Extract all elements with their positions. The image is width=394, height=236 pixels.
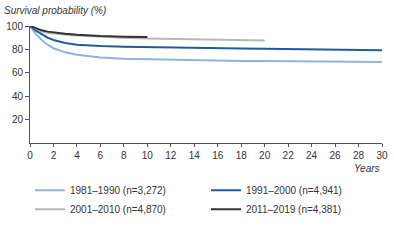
svg-text:1981–1990 (n=3,272): 1981–1990 (n=3,272) xyxy=(70,185,166,196)
svg-text:28: 28 xyxy=(353,150,365,161)
svg-text:30: 30 xyxy=(376,150,388,161)
svg-text:8: 8 xyxy=(121,150,127,161)
svg-text:20: 20 xyxy=(259,150,271,161)
svg-text:22: 22 xyxy=(283,150,295,161)
svg-text:Years: Years xyxy=(354,163,380,174)
svg-text:60: 60 xyxy=(12,67,24,78)
svg-text:26: 26 xyxy=(330,150,342,161)
svg-text:0: 0 xyxy=(27,150,33,161)
svg-text:40: 40 xyxy=(12,91,24,102)
svg-text:20: 20 xyxy=(12,114,24,125)
svg-text:1991–2000 (n=4,941): 1991–2000 (n=4,941) xyxy=(246,185,342,196)
svg-text:10: 10 xyxy=(142,150,154,161)
svg-text:2001–2010 (n=4,870): 2001–2010 (n=4,870) xyxy=(70,204,166,215)
svg-text:2: 2 xyxy=(51,150,57,161)
svg-text:80: 80 xyxy=(12,44,24,55)
svg-text:Survival probability (%): Survival probability (%) xyxy=(4,5,106,16)
svg-text:6: 6 xyxy=(98,150,104,161)
svg-text:14: 14 xyxy=(189,150,201,161)
svg-text:100: 100 xyxy=(6,21,23,32)
svg-text:16: 16 xyxy=(212,150,224,161)
svg-text:4: 4 xyxy=(74,150,80,161)
svg-text:2011–2019 (n=4,381): 2011–2019 (n=4,381) xyxy=(246,204,341,215)
svg-text:24: 24 xyxy=(306,150,318,161)
svg-text:18: 18 xyxy=(236,150,248,161)
svg-text:12: 12 xyxy=(165,150,177,161)
